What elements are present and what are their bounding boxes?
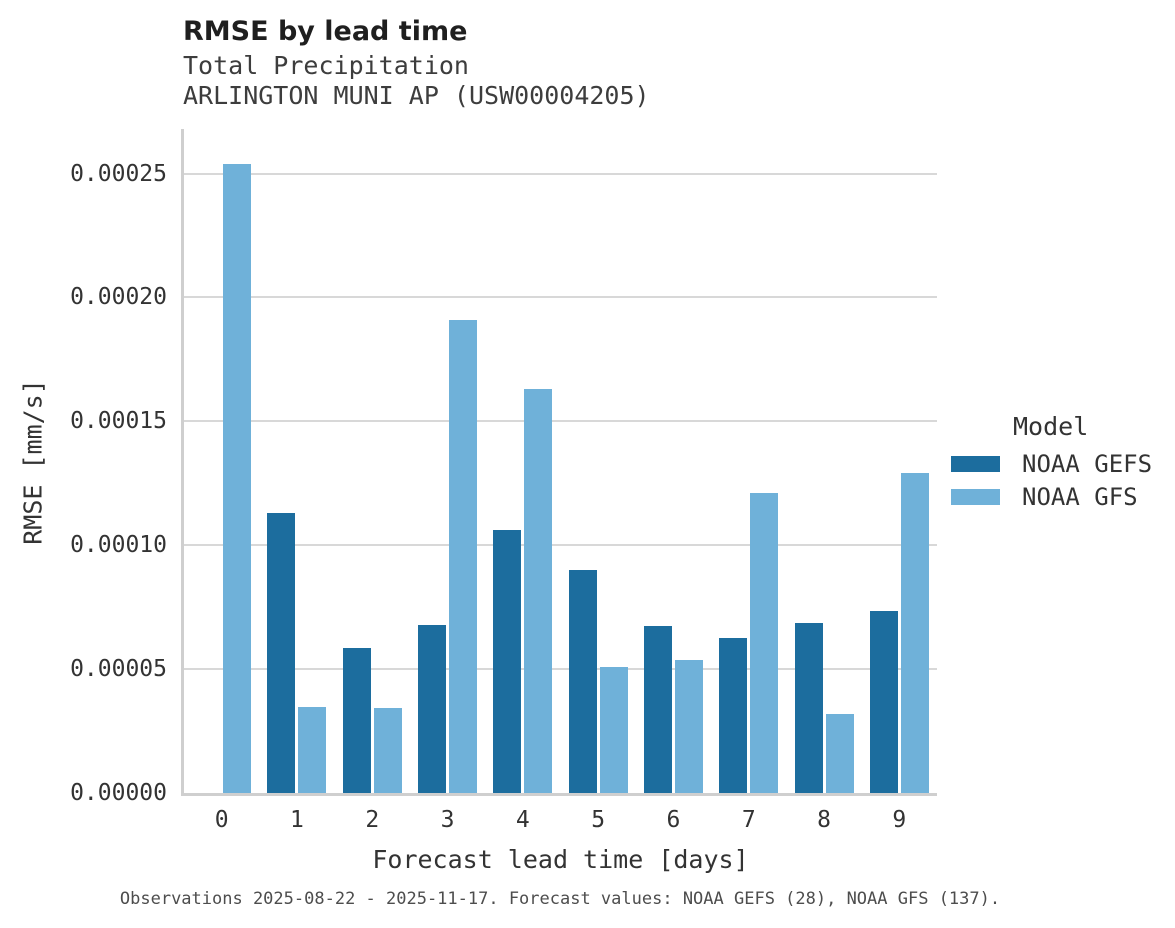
x-tick-label: 3 [440, 807, 455, 833]
bar-noaa-gefs-lead-3 [418, 625, 447, 793]
chart-subtitle-station: ARLINGTON MUNI AP (USW00004205) [183, 81, 650, 110]
bar-noaa-gefs-lead-8 [794, 622, 823, 793]
gridline [184, 668, 937, 671]
bar-noaa-gfs-lead-5 [599, 667, 628, 793]
bar-noaa-gfs-lead-4 [524, 389, 553, 793]
x-tick-label: 4 [515, 807, 530, 833]
legend-swatch-noaa-gefs [951, 456, 1000, 472]
gridline [184, 420, 937, 423]
gridline [184, 544, 937, 547]
chart-subtitle-variable: Total Precipitation [183, 51, 469, 80]
bar-noaa-gfs-lead-6 [674, 660, 703, 793]
x-axis-title: Forecast lead time [days] [372, 845, 749, 874]
chart-title: RMSE by lead time [183, 16, 468, 47]
bar-noaa-gefs-lead-1 [267, 513, 296, 793]
bar-noaa-gefs-lead-2 [342, 648, 371, 793]
y-axis-title: RMSE [mm/s] [18, 379, 48, 545]
x-tick-label: 5 [591, 807, 606, 833]
legend-label: NOAA GEFS [1022, 450, 1153, 478]
x-tick-label: 8 [817, 807, 831, 833]
gridline [184, 296, 937, 299]
x-tick-label: 2 [365, 807, 380, 833]
y-tick-label: 0.00005 [70, 656, 167, 683]
bar-noaa-gfs-lead-1 [298, 707, 327, 793]
x-tick-label: 0 [214, 807, 229, 833]
footer-caption: Observations 2025-08-22 - 2025-11-17. Fo… [119, 889, 1001, 909]
y-tick-label: 0.00015 [70, 408, 167, 435]
legend-item-noaa-gefs: NOAA GEFS [951, 452, 1175, 476]
bar-noaa-gfs-lead-3 [449, 319, 478, 793]
bar-noaa-gfs-lead-0 [223, 163, 252, 793]
y-tick-label: 0.00010 [70, 532, 167, 559]
bar-noaa-gefs-lead-4 [493, 529, 522, 793]
x-tick-label: 6 [666, 807, 681, 833]
bar-noaa-gefs-lead-5 [568, 570, 597, 793]
legend-item-noaa-gfs: NOAA GFS [951, 485, 1175, 509]
bar-noaa-gfs-lead-9 [900, 473, 929, 793]
bar-noaa-gefs-lead-9 [869, 610, 898, 793]
y-tick-label: 0.00020 [70, 284, 167, 311]
y-tick-label: 0.00025 [70, 160, 167, 187]
legend: Model NOAA GEFS NOAA GFS [951, 412, 1175, 509]
bar-noaa-gefs-lead-6 [643, 625, 672, 793]
x-tick-label: 1 [290, 807, 304, 833]
y-tick-label: 0.00000 [70, 780, 167, 806]
legend-swatch-noaa-gfs [951, 489, 1000, 505]
plot-area [181, 129, 937, 796]
bar-noaa-gfs-lead-2 [373, 708, 402, 793]
bar-noaa-gfs-lead-7 [750, 493, 779, 793]
gridline [184, 172, 937, 175]
x-tick-label: 9 [892, 807, 907, 833]
legend-label: NOAA GFS [1022, 483, 1138, 511]
bar-noaa-gfs-lead-8 [825, 714, 854, 793]
legend-title: Model [1013, 412, 1089, 441]
bar-noaa-gefs-lead-7 [719, 637, 748, 793]
x-tick-label: 7 [741, 807, 756, 833]
